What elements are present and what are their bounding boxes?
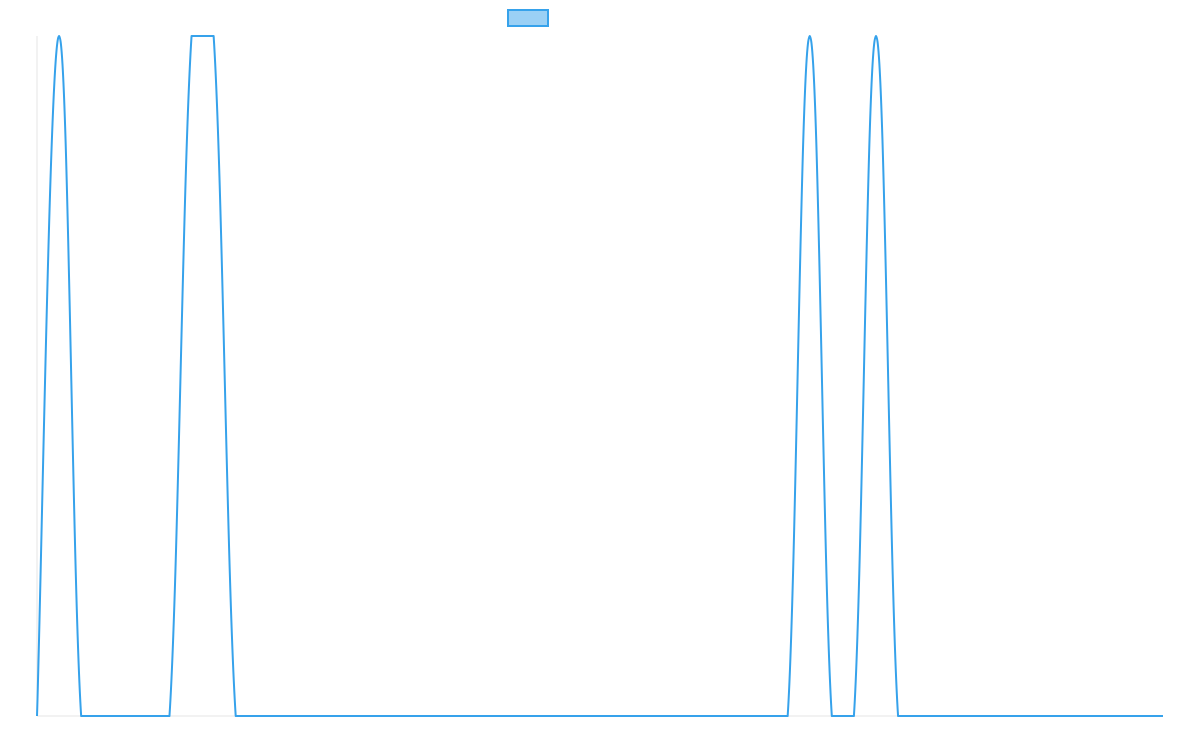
series-line-0: [36, 35, 1163, 717]
legend-swatch[interactable]: [507, 9, 549, 27]
axes: [36, 36, 1163, 717]
series-layer: [36, 35, 1163, 717]
legend[interactable]: [507, 9, 549, 27]
